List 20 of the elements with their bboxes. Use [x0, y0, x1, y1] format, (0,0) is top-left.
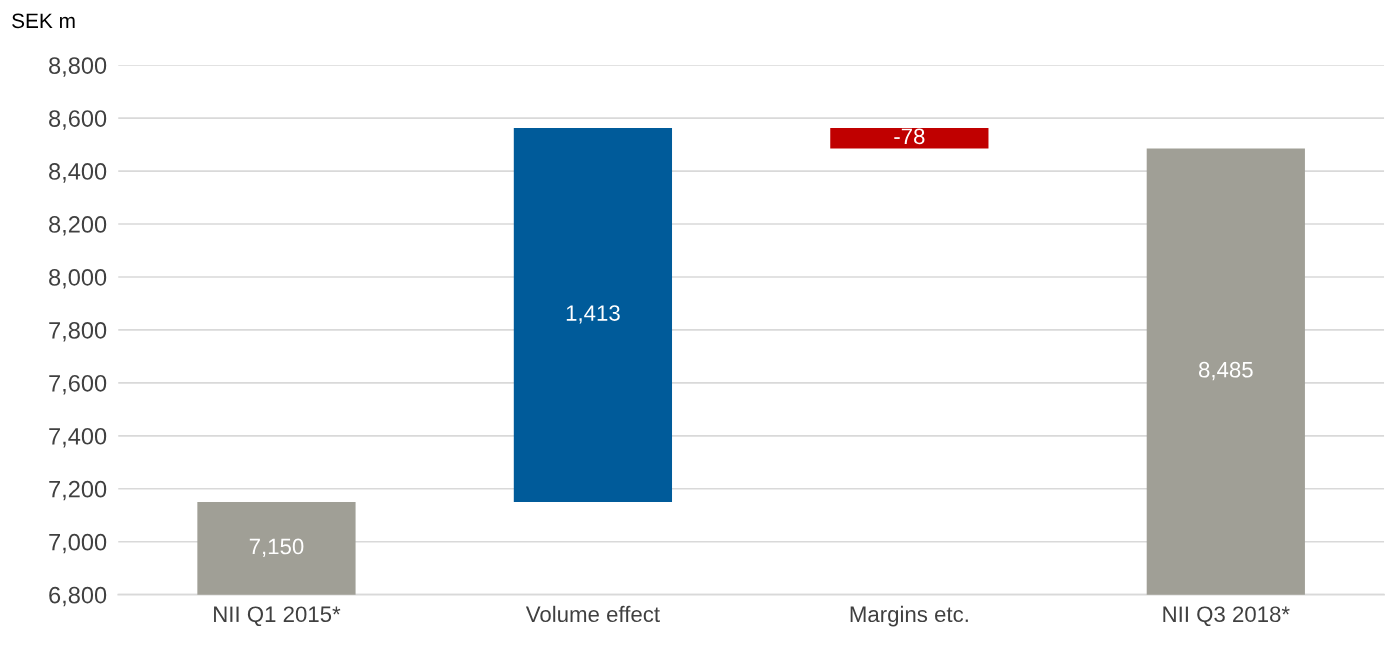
y-tick-label: 7,400	[49, 427, 107, 448]
y-tick-label: 8,600	[49, 110, 107, 130]
y-tick-label: 7,200	[49, 480, 107, 501]
data-label: 7,150	[249, 538, 304, 557]
y-axis-title: SEK m	[12, 13, 75, 29]
y-tick-label: 8,800	[49, 57, 107, 77]
y-tick-label: 6,800	[49, 586, 107, 607]
y-tick-label: 8,000	[49, 269, 107, 289]
x-tick-label: Margins etc.	[850, 605, 968, 627]
x-tick-label: NII Q1 2015*	[214, 606, 341, 627]
x-tick-label: NII Q3 2018*	[1163, 606, 1290, 627]
y-tick-label: 7,600	[49, 374, 107, 395]
y-tick-label: 8,200	[49, 216, 107, 236]
y-tick-label: 7,000	[49, 533, 107, 554]
y-tick-label: 8,400	[49, 163, 107, 183]
x-tick-label: Volume effect	[525, 605, 660, 623]
data-label: 8,485	[1198, 361, 1253, 381]
y-tick-label: 7,800	[49, 321, 107, 342]
data-label: -78	[894, 128, 925, 145]
data-label: 1,413	[566, 305, 620, 324]
